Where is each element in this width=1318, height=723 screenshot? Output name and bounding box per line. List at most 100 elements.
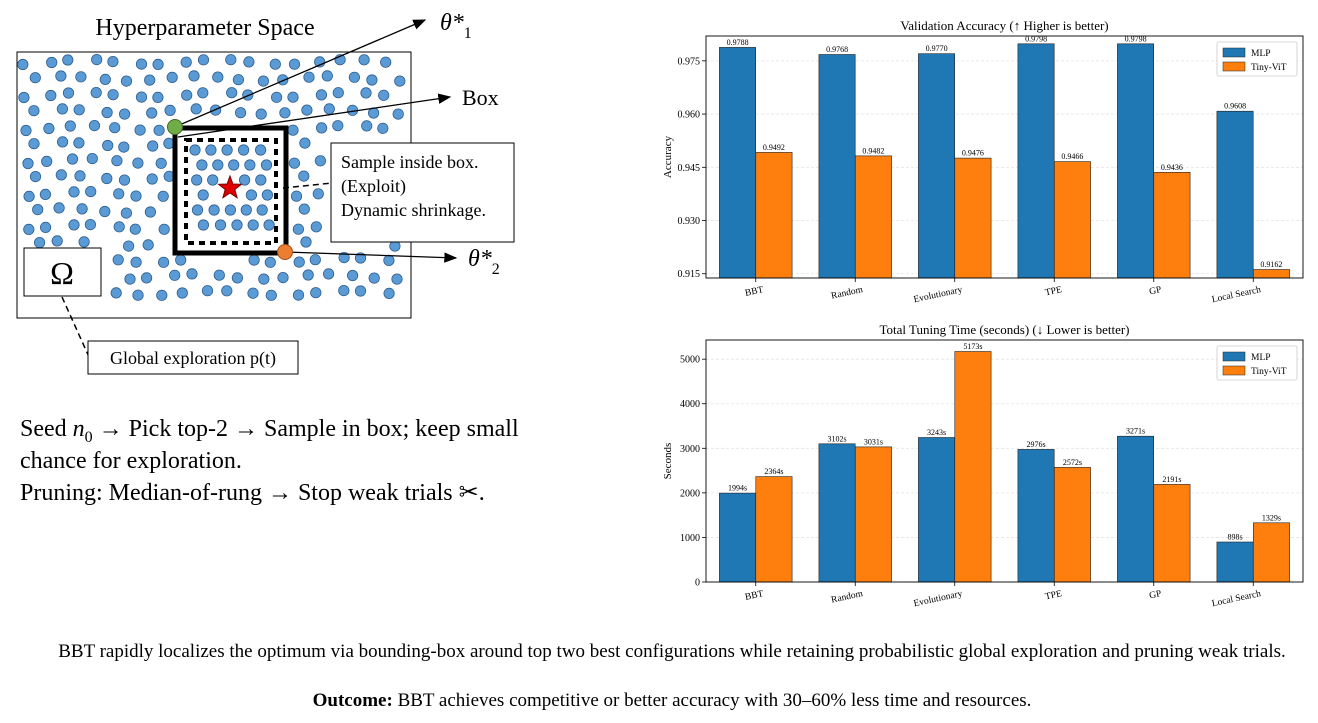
accuracy-frame [705, 35, 1304, 279]
sample-dot [196, 159, 208, 171]
sample-dot [113, 188, 125, 200]
omega-box [23, 247, 102, 297]
sample-dot [56, 103, 69, 115]
time-ytick-label: 3000 [680, 444, 700, 455]
accuracy-data-label: 0.9798 [1125, 34, 1147, 43]
caption-summary: BBT rapidly localizes the optimum via bo… [58, 641, 1286, 662]
time-ytick-label: 5000 [680, 355, 700, 366]
sample-dot [158, 223, 170, 235]
accuracy-bar-tiny-vit [1053, 161, 1091, 279]
description-line-1: Seed n0 → Pick top-2 → Sample in box; ke… [20, 416, 519, 446]
accuracy-data-label: 0.9768 [826, 45, 848, 54]
accuracy-data-label: 0.9482 [862, 146, 884, 155]
sample-dot [245, 189, 257, 201]
sample-dot [261, 189, 273, 201]
sample-dot [180, 56, 192, 68]
sample-dot [62, 87, 75, 99]
accuracy-xtick-label: BBT [744, 285, 764, 299]
global-connector [61, 296, 90, 358]
sample-dot [256, 204, 268, 216]
time-bar-tiny-vit [1053, 467, 1091, 583]
sample-dot [39, 188, 52, 200]
sample-dot [231, 272, 243, 284]
accuracy-data-label: 0.9436 [1161, 163, 1183, 172]
sample-dot [231, 219, 243, 231]
sample-dot [392, 108, 404, 120]
sample-dot [64, 120, 76, 132]
sample-dot [298, 203, 310, 215]
caption-outcome: Outcome: BBT achieves competitive or bet… [312, 690, 1032, 711]
sample-dot [85, 186, 97, 198]
sample-dot [22, 157, 34, 170]
time-xtick-label: TPE [1044, 589, 1063, 602]
sample-dot [107, 55, 119, 68]
accuracy-bar-tiny-vit [954, 157, 992, 279]
sample-dot [101, 106, 113, 119]
time-data-label: 2976s [1027, 440, 1046, 449]
accuracy-bar-mlp [1216, 110, 1254, 279]
sample-dot [238, 144, 250, 156]
sample-dot [176, 287, 188, 299]
sample-dot [338, 284, 350, 297]
accuracy-legend-label: Tiny-ViT [1251, 63, 1287, 73]
sample-dot [255, 108, 267, 120]
sample-dot [383, 287, 395, 299]
time-bar-tiny-vit [855, 446, 892, 583]
sample-dot [247, 287, 259, 299]
accuracy-data-label: 0.9788 [727, 38, 749, 47]
time-data-label: 2364s [764, 467, 783, 476]
sample-dot [263, 219, 275, 231]
accuracy-data-label: 0.9770 [926, 44, 948, 53]
sample-dot [102, 139, 114, 152]
accuracy-data-label: 0.9476 [962, 149, 984, 158]
accuracy-xtick-label: GP [1148, 285, 1162, 297]
accuracy-data-label: 0.9608 [1224, 102, 1246, 111]
sample-dot [287, 91, 299, 103]
time-bar-tiny-vit [1153, 484, 1191, 583]
tuning-time-chart: Total Tuning Time (seconds) (↓ Lower is … [662, 322, 1304, 609]
sample-dot [32, 204, 44, 216]
sample-dot [360, 87, 372, 99]
sample-dot [181, 89, 193, 101]
sample-dot [33, 237, 46, 249]
time-bar-mlp [719, 492, 757, 583]
sample-dot [314, 155, 326, 167]
sample-dot [51, 235, 63, 247]
sample-dot [147, 140, 159, 152]
accuracy-data-label: 0.9466 [1061, 152, 1083, 161]
sample-dot [101, 172, 113, 185]
sample-dot [377, 122, 389, 134]
sample-dot [213, 269, 225, 281]
sample-dot [156, 289, 168, 301]
accuracy-data-label: 0.9162 [1260, 260, 1282, 269]
accuracy-data-label: 0.9798 [1025, 34, 1047, 43]
time-ytick-label: 0 [695, 578, 700, 589]
time-legend-swatch [1222, 365, 1246, 376]
sample-dot [354, 252, 367, 264]
sample-dot [124, 273, 136, 285]
sample-dot [135, 91, 148, 103]
sample-dot [321, 70, 333, 82]
sample-dot [29, 171, 42, 183]
sample-dot [17, 58, 29, 71]
sample-dots [17, 53, 406, 301]
sample-dot [270, 91, 283, 103]
sample-dot [303, 71, 315, 83]
box-label: Box [462, 85, 499, 110]
sample-dot [239, 174, 251, 186]
sample-dot [269, 58, 281, 70]
sample-dot [315, 89, 327, 101]
accuracy-bar-tiny-vit [1153, 172, 1191, 279]
sample-dot [257, 75, 269, 87]
sample-dot [361, 120, 373, 132]
sample-dot [191, 204, 204, 216]
theta2-arrow [285, 251, 458, 263]
accuracy-ytick-label: 0.960 [678, 110, 701, 121]
sample-dot [146, 107, 158, 119]
sample-dot [332, 120, 344, 132]
sample-dot [56, 136, 69, 148]
hyperparameter-space-diagram: Hyperparameter Space θ*1 Box θ*2 Sample … [16, 10, 515, 375]
accuracy-bar-tiny-vit [1252, 269, 1290, 279]
sample-dot [66, 153, 79, 165]
time-ytick-label: 2000 [680, 488, 700, 499]
